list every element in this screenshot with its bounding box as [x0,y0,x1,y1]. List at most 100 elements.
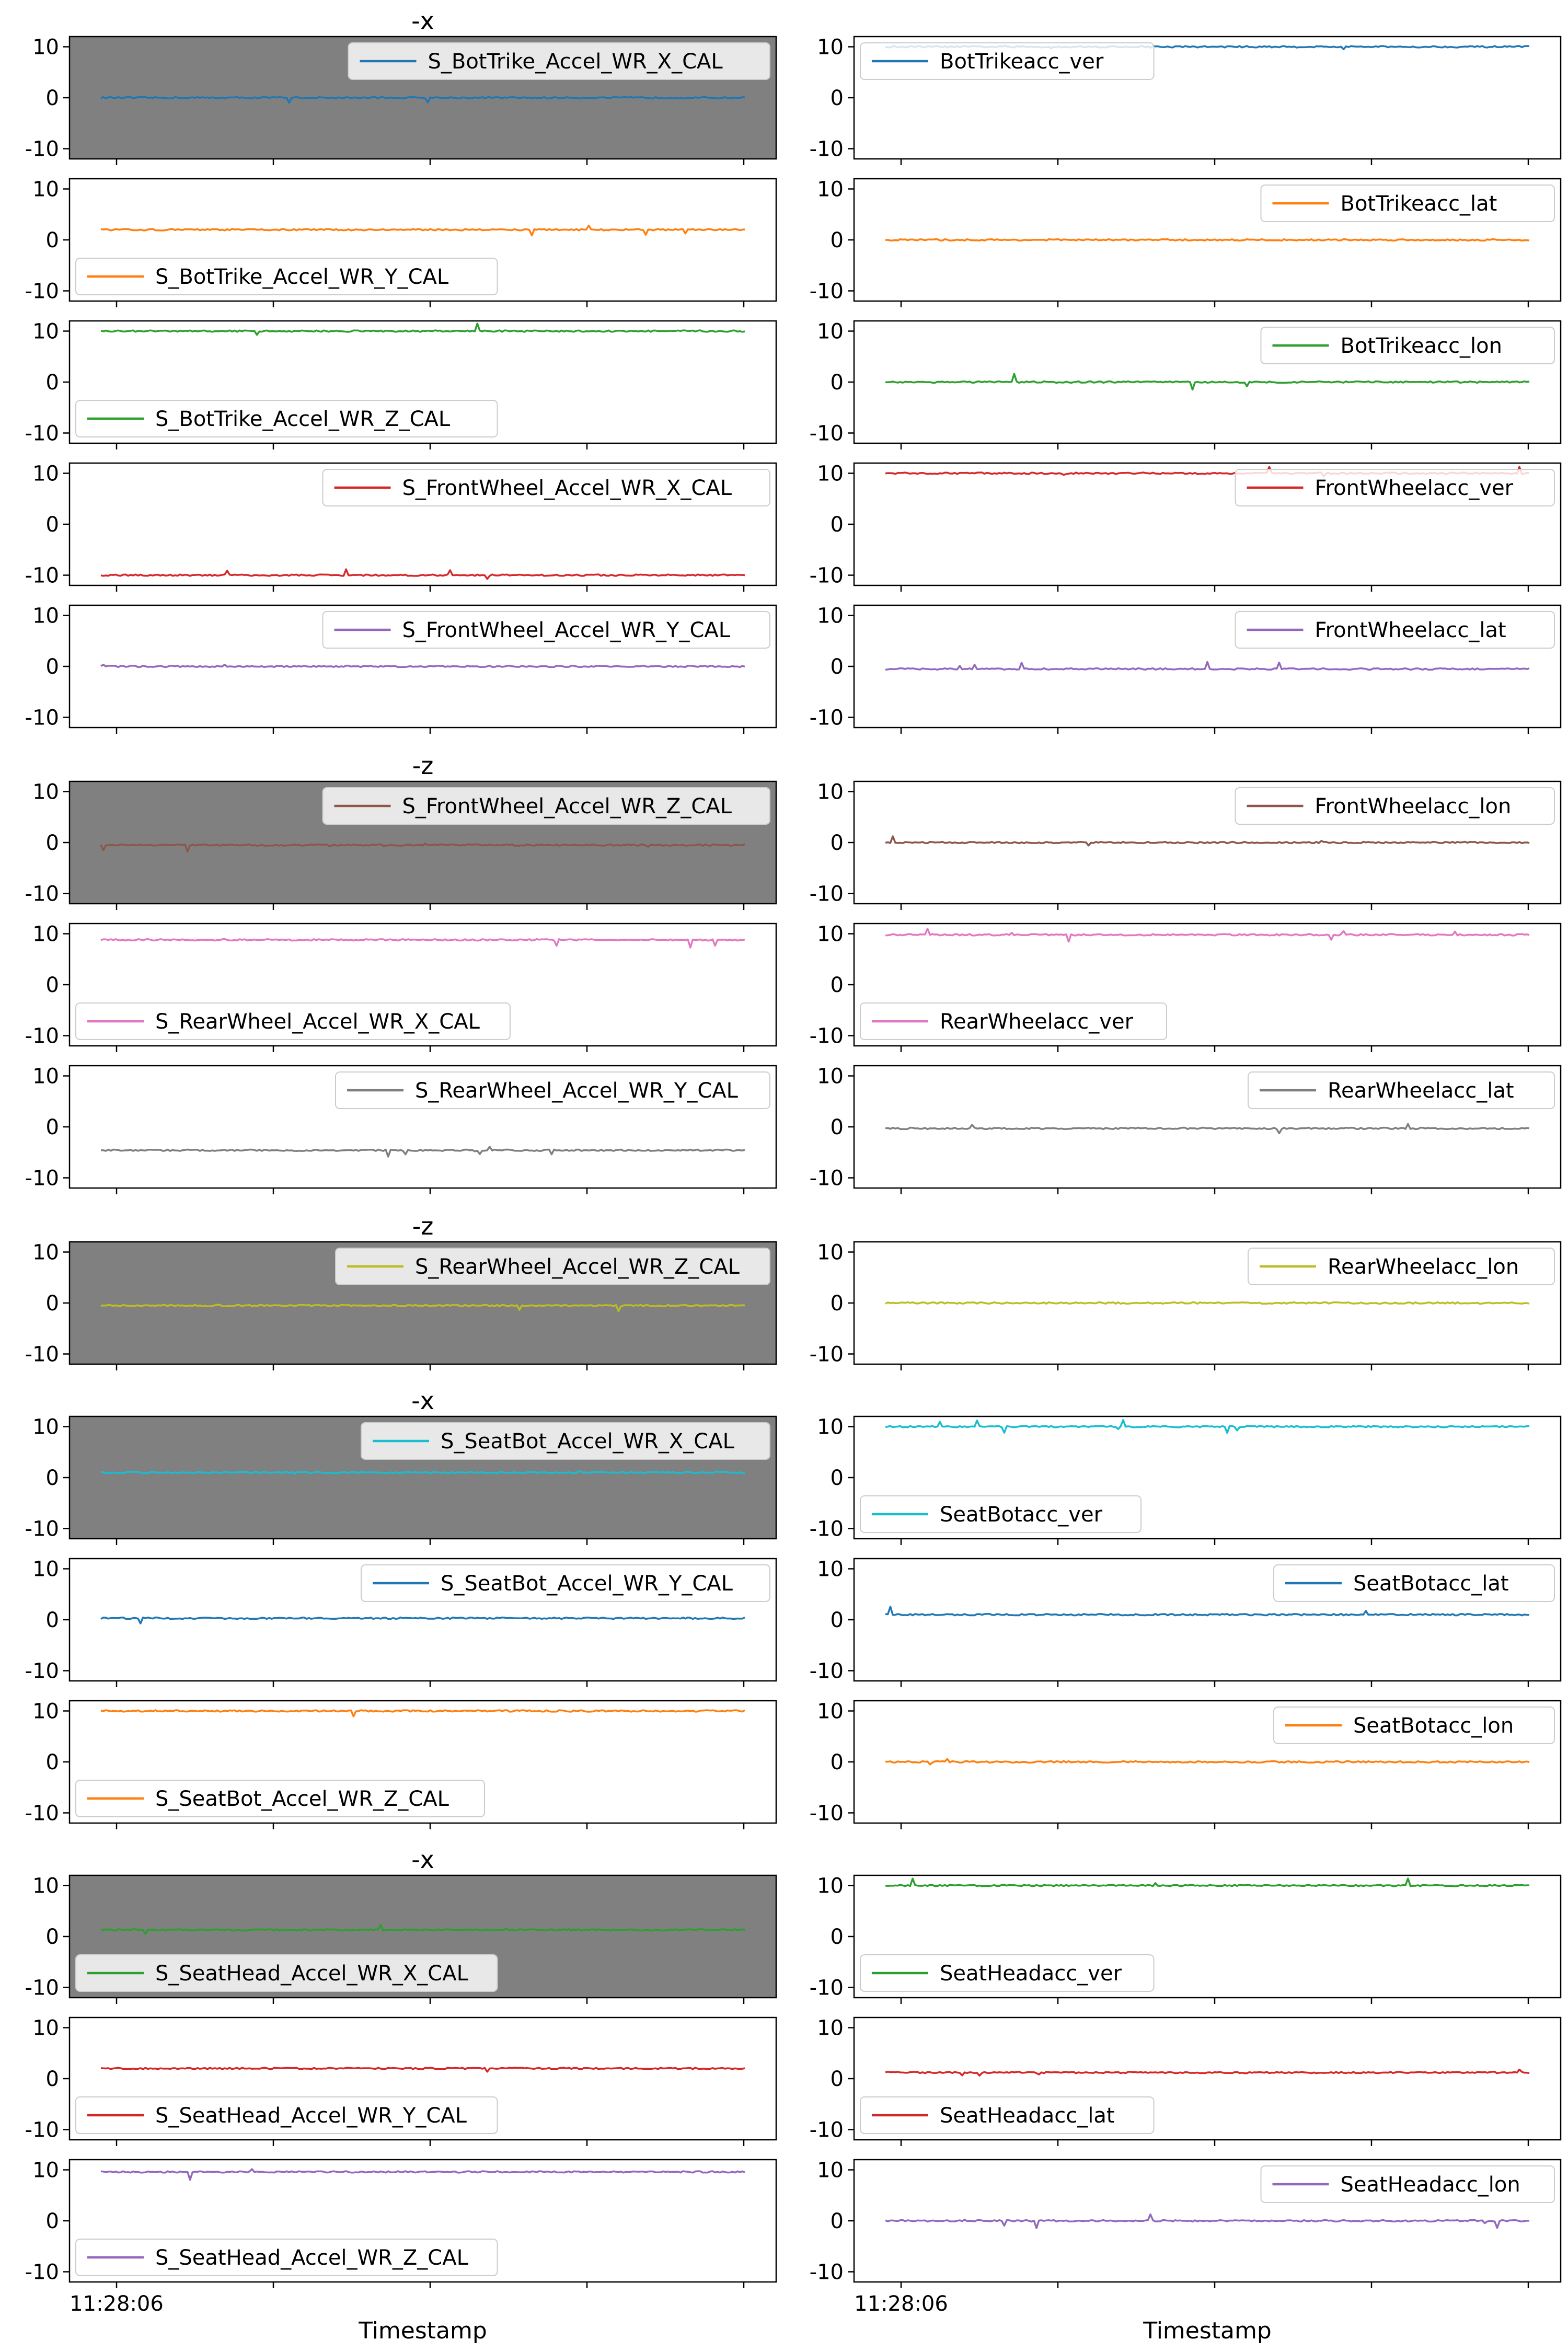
y-tick-label: 10 [817,923,844,947]
legend-label: S_RearWheel_Accel_WR_Z_CAL [415,1255,740,1279]
legend-box [75,2239,498,2276]
y-tick-label: 0 [46,513,59,537]
subplot-right-8: 10 0 -10 RearWheelacc_lat [810,1065,1562,1194]
y-tick-label: -10 [25,137,59,162]
y-tick-label: 10 [32,462,59,486]
y-tick-label: 10 [817,1558,844,1582]
subplot-right-11: 10 0 -10 SeatBotacc_lat [810,1558,1562,1687]
y-tick-label: 10 [817,1700,844,1724]
legend-box [1235,787,1555,825]
legend-box [860,1495,1142,1533]
legend-label: FrontWheelacc_lat [1315,618,1506,642]
subplot-right-15: 10 0 -10 SeatHeadacc_lon [810,2159,1562,2288]
subplot-left-11: 10 0 -10 S_SeatBot_Accel_WR_Y_CAL [25,1558,777,1687]
legend: SeatBotacc_lon [1273,1707,1555,1744]
x-tick-label: 11:28:06 [854,2292,948,2316]
legend-box [75,1780,485,1817]
legend-box [322,469,770,506]
legend-label: RearWheelacc_lat [1328,1079,1514,1103]
legend-label: SeatHeadacc_lat [940,2104,1115,2128]
series-line [885,661,1530,671]
y-tick-label: 0 [831,86,844,110]
legend: SeatBotacc_ver [860,1495,1142,1533]
y-tick-label: 0 [46,1925,59,1949]
legend-label: SeatBotacc_lat [1353,1572,1509,1596]
y-tick-label: -10 [25,564,59,588]
y-tick-label: 10 [817,2159,844,2183]
legend-box [860,1002,1167,1040]
legend-box [860,42,1155,80]
series-line [100,224,745,237]
legend-box [1260,327,1555,364]
y-tick-label: -10 [810,2261,844,2285]
y-tick-label: -10 [810,1517,844,1541]
y-tick-label: 10 [32,2016,59,2040]
x-axis-label: Timestamp [1143,2318,1272,2344]
y-tick-label: 0 [831,371,844,395]
y-tick-label: 0 [831,1115,844,1139]
legend-label: S_BotTrike_Accel_WR_Z_CAL [155,407,451,431]
legend-label: S_FrontWheel_Accel_WR_Z_CAL [402,794,732,818]
y-tick-label: -10 [810,280,844,304]
legend-box [860,1954,1155,1992]
series-line [885,1606,1530,1617]
subplot-right-13: 10 0 -10 SeatHeadacc_ver [810,1874,1562,2004]
legend: SeatHeadacc_ver [860,1954,1155,1992]
legend: S_SeatBot_Accel_WR_Y_CAL [361,1564,770,1602]
series-line [100,842,745,853]
legend-label: BotTrikeacc_ver [940,50,1104,74]
y-tick-label: 0 [831,1608,844,1632]
y-tick-label: -10 [25,1024,59,1048]
series-line [885,835,1530,847]
y-tick-label: -10 [25,882,59,906]
series-line [100,96,745,104]
y-tick-label: 10 [32,1241,59,1265]
y-tick-label: 10 [32,1558,59,1582]
legend: RearWheelacc_ver [860,1002,1167,1040]
series-line [885,238,1530,242]
legend: BotTrikeacc_ver [860,42,1155,80]
legend-box [75,2096,498,2134]
y-tick-label: -10 [25,1976,59,2000]
legend: S_RearWheel_Accel_WR_X_CAL [75,1002,511,1040]
y-tick-label: -10 [810,1976,844,2000]
legend-box [1260,185,1555,222]
legend: S_RearWheel_Accel_WR_Z_CAL [335,1248,770,1285]
y-tick-label: 10 [32,1700,59,1724]
y-tick-label: 10 [32,320,59,344]
legend: S_FrontWheel_Accel_WR_Z_CAL [322,787,770,825]
legend-label: SeatHeadacc_ver [940,1962,1122,1986]
legend-box [1273,1707,1555,1744]
y-tick-label: -10 [25,1517,59,1541]
y-tick-label: -10 [810,137,844,162]
series-line [885,2213,1530,2229]
y-tick-label: 0 [831,228,844,252]
subplot-right-9: 10 0 -10 RearWheelacc_lon [810,1241,1562,1370]
legend-label: SeatHeadacc_lon [1341,2173,1520,2197]
x-tick-label: 11:28:06 [70,2292,164,2316]
subplot-left-5: 10 0 -10 S_FrontWheel_Accel_WR_Y_CAL [25,604,777,734]
y-tick-label: 10 [817,178,844,202]
legend-box [860,2096,1155,2134]
legend-label: S_BotTrike_Accel_WR_X_CAL [428,50,723,74]
legend-box [75,1002,511,1040]
legend-box [1235,469,1555,506]
y-tick-label: -10 [810,1167,844,1191]
subplot-right-2: 10 0 -10 BotTrikeacc_lat [810,178,1562,307]
y-tick-label: 0 [46,2067,59,2091]
y-tick-label: -10 [25,1167,59,1191]
legend-label: S_BotTrike_Accel_WR_Y_CAL [155,265,449,289]
subplot-left-6: 10 0 -10 S_FrontWheel_Accel_WR_Z_CAL [25,780,777,910]
y-tick-label: 0 [831,973,844,997]
legend: S_BotTrike_Accel_WR_Z_CAL [75,400,498,437]
series-line [100,1709,745,1717]
subplot-left-10: 10 0 -10 S_SeatBot_Accel_WR_X_CAL [25,1415,777,1545]
subplot-right-10: 10 0 -10 SeatBotacc_ver [810,1415,1562,1545]
legend-label: S_SeatBot_Accel_WR_Y_CAL [441,1572,733,1596]
y-tick-label: 10 [817,36,844,60]
subplot-left-1: 10 0 -10 S_BotTrike_Accel_WR_X_CAL [25,36,777,165]
series-line [100,322,745,336]
series-line [100,1146,745,1158]
legend: S_SeatHead_Accel_WR_X_CAL [75,1954,498,1992]
